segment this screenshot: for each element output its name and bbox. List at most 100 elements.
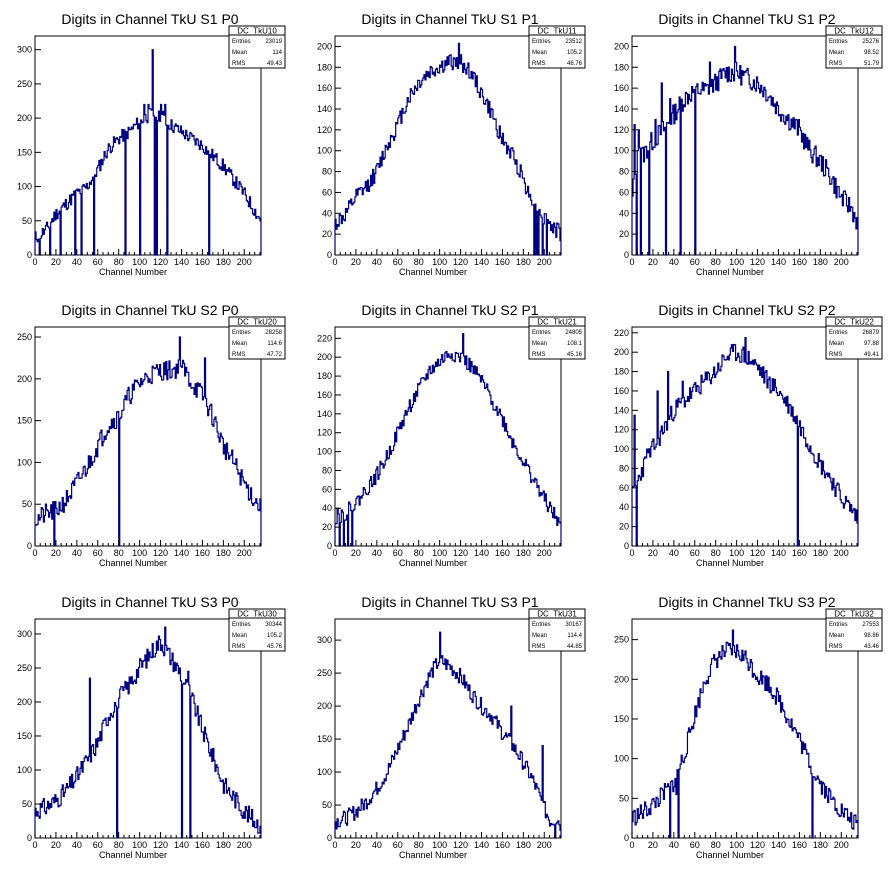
stats-label: Mean: [829, 50, 844, 56]
y-tick-label: 160: [317, 83, 332, 93]
y-tick-label: 100: [317, 767, 332, 777]
stats-box-name: DC_TkU30: [237, 610, 277, 619]
y-tick-label: 0: [327, 541, 332, 551]
x-tick-label: 80: [414, 548, 424, 558]
x-tick-label: 80: [711, 548, 721, 558]
x-tick-label: 120: [453, 548, 468, 558]
x-tick-label: 140: [771, 840, 786, 850]
x-tick-label: 180: [516, 840, 531, 850]
x-tick-label: 180: [216, 548, 231, 558]
x-tick-label: 20: [351, 257, 361, 267]
x-tick-label: 40: [669, 257, 679, 267]
x-axis-label: Channel Number: [99, 558, 167, 568]
y-tick-label: 50: [322, 800, 332, 810]
x-tick-label: 100: [132, 840, 147, 850]
y-tick-label: 100: [17, 457, 32, 467]
y-tick-label: 140: [317, 104, 332, 114]
panel-title: Digits in Channel TkU S3 P1: [361, 594, 538, 610]
x-tick-label: 80: [114, 548, 124, 558]
x-tick-label: 80: [711, 257, 721, 267]
stats-box: DC_TkU11 Entries 23512 Mean 105.2 RMS 46.76: [528, 25, 586, 69]
y-tick-label: 100: [614, 754, 629, 764]
histogram-series: [334, 42, 562, 256]
y-tick-label: 120: [614, 125, 629, 135]
stats-box-frame: [528, 316, 586, 360]
stats-value: 26879: [862, 330, 879, 336]
plot-frame: [631, 618, 859, 839]
stats-label: Entries: [829, 39, 848, 45]
stats-value: 45.16: [567, 352, 583, 358]
plot-frame: [34, 326, 262, 547]
x-axis-label: Channel Number: [696, 267, 764, 277]
stats-box-frame: [528, 608, 586, 652]
stats-label: Entries: [532, 330, 551, 336]
y-tick-label: 200: [17, 113, 32, 123]
stats-value: 114.6: [267, 341, 282, 347]
x-tick-label: 60: [393, 548, 403, 558]
histogram-series: [34, 336, 262, 547]
stats-box: DC_TkU22 Entries 26879 Mean 97.88 RMS 49.41: [825, 316, 883, 360]
x-tick-label: 60: [393, 257, 403, 267]
stats-label: Mean: [532, 50, 547, 56]
y-tick-label: 300: [17, 45, 32, 55]
y-tick-label: 150: [17, 731, 32, 741]
histogram-panel: Digits in Channel TkU S1 P1 0 20 40 60 80 100 1…: [317, 11, 586, 277]
x-tick-label: 140: [771, 257, 786, 267]
y-tick-label: 60: [619, 483, 629, 493]
x-tick-label: 160: [792, 257, 807, 267]
y-tick-label: 200: [614, 347, 629, 357]
x-tick-label: 20: [51, 257, 61, 267]
stats-value: 30344: [265, 622, 282, 628]
x-tick-label: 160: [195, 257, 210, 267]
y-tick-label: 160: [614, 386, 629, 396]
x-tick-label: 140: [474, 548, 489, 558]
y-tick-label: 120: [317, 428, 332, 438]
y-tick-label: 120: [614, 425, 629, 435]
y-tick-label: 180: [614, 62, 629, 72]
x-tick-label: 40: [372, 840, 382, 850]
y-tick-label: 200: [614, 41, 629, 51]
x-tick-label: 0: [629, 840, 634, 850]
stats-label: Entries: [532, 622, 551, 628]
y-tick-label: 40: [322, 503, 332, 513]
y-tick-label: 50: [22, 216, 32, 226]
y-tick-label: 80: [322, 465, 332, 475]
y-tick-label: 250: [17, 79, 32, 89]
x-tick-label: 0: [332, 840, 337, 850]
y-tick-label: 220: [614, 328, 629, 338]
x-tick-label: 100: [432, 840, 447, 850]
panel-title: Digits in Channel TkU S2 P2: [658, 302, 835, 318]
panel-title: Digits in Channel TkU S3 P0: [61, 594, 238, 610]
stats-label: RMS: [232, 61, 245, 67]
x-tick-label: 180: [216, 840, 231, 850]
stats-box-frame: [228, 25, 286, 69]
y-tick-label: 100: [317, 146, 332, 156]
x-tick-label: 100: [729, 257, 744, 267]
y-tick-label: 160: [317, 390, 332, 400]
x-tick-label: 200: [834, 548, 849, 558]
panel-title: Digits in Channel TkU S3 P2: [658, 594, 835, 610]
stats-label: RMS: [829, 352, 842, 358]
y-tick-label: 20: [619, 229, 629, 239]
y-tick-label: 200: [317, 352, 332, 362]
x-tick-label: 60: [393, 840, 403, 850]
plot-frame: [34, 35, 262, 256]
y-tick-label: 120: [317, 125, 332, 135]
x-axis-label: Channel Number: [696, 850, 764, 860]
stats-box-name: DC_TkU10: [237, 27, 277, 36]
stats-label: RMS: [829, 644, 842, 650]
stats-value: 105.2: [267, 633, 283, 639]
stats-value: 43.46: [864, 644, 880, 650]
x-tick-label: 160: [792, 840, 807, 850]
x-tick-label: 140: [174, 257, 189, 267]
stats-box-frame: [528, 25, 586, 69]
stats-label: RMS: [232, 352, 245, 358]
y-tick-label: 60: [322, 484, 332, 494]
y-tick-label: 50: [22, 799, 32, 809]
x-tick-label: 40: [669, 840, 679, 850]
y-tick-label: 0: [27, 541, 32, 551]
stats-label: Mean: [232, 50, 247, 56]
x-tick-label: 200: [237, 257, 252, 267]
histogram-series: [334, 631, 562, 839]
